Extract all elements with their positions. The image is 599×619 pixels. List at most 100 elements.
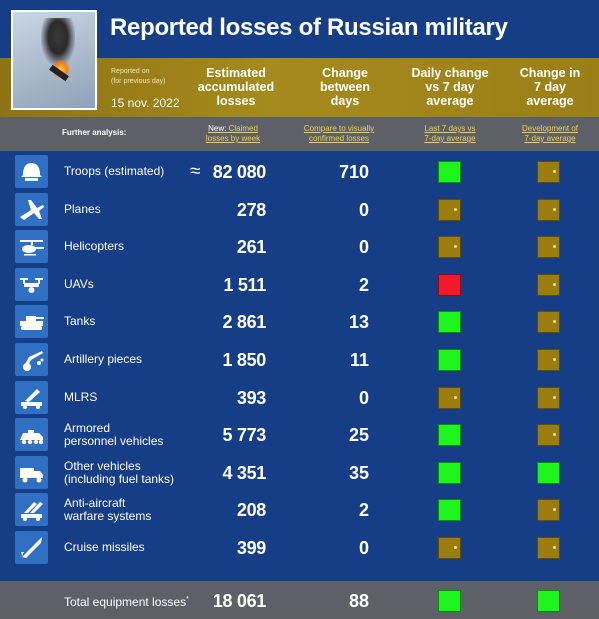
row-change: 35	[348, 462, 369, 483]
claimed-losses-link[interactable]: New: Claimed losses by week	[205, 124, 261, 143]
missile-icon	[15, 531, 48, 564]
column-header-estimated: Estimated accumulated losses	[197, 66, 275, 108]
daily-indicator	[438, 198, 461, 221]
row-label: Helicopters	[64, 239, 125, 254]
table-row: Armored personnel vehicles 5 773 25	[0, 416, 599, 454]
last-7-days-link[interactable]: Last 7 days vs 7-day average	[424, 124, 476, 143]
row-change: 0	[358, 538, 369, 558]
column-header-daily: Daily change vs 7 day average	[411, 66, 489, 108]
total-trend-indicator	[537, 590, 560, 612]
table-row: Cruise missiles 399 0	[0, 529, 599, 567]
trend-indicator	[537, 236, 560, 259]
daily-indicator	[438, 461, 461, 484]
trend-indicator	[537, 461, 560, 484]
column-header-band	[0, 58, 599, 117]
row-value: 278	[236, 199, 266, 220]
truck-icon	[15, 455, 48, 489]
row-label: MLRS	[64, 389, 98, 404]
trend-indicator	[537, 424, 560, 447]
row-value: 1 511	[223, 274, 266, 295]
trend-indicator	[537, 273, 560, 296]
row-label: UAVs	[64, 276, 94, 291]
compare-confirmed-link[interactable]: Compare to visually confirmed losses	[303, 124, 375, 143]
daily-indicator	[438, 349, 461, 371]
trend-indicator	[537, 349, 560, 371]
row-label: Troops (estimated)	[64, 164, 165, 178]
trend-indicator	[537, 537, 560, 559]
table-row: MLRS 393 0	[0, 379, 599, 417]
table-row: Troops (estimated) ≈82 080 710	[0, 153, 599, 191]
row-label: Armored personnel vehicles	[64, 421, 164, 449]
drone-icon	[15, 267, 48, 301]
daily-indicator	[438, 499, 461, 522]
row-change: 710	[338, 162, 369, 182]
page-title: Reported losses of Russian military	[110, 14, 508, 41]
row-change: 0	[358, 387, 369, 408]
table-row: Tanks 2 861 13	[0, 303, 599, 341]
row-value: 399	[236, 538, 266, 558]
table-row: Anti-aircraft warfare systems 208 2	[0, 491, 599, 529]
total-bar	[0, 581, 599, 619]
trend-indicator	[537, 198, 560, 221]
row-label: Tanks	[64, 314, 96, 329]
development-7-day-link[interactable]: Development of 7-day average	[521, 124, 579, 143]
daily-indicator	[438, 236, 461, 259]
trend-indicator	[537, 311, 560, 334]
total-label: Total equipment losses*	[64, 595, 189, 609]
row-change: 25	[348, 425, 369, 446]
row-change: 0	[358, 237, 369, 258]
total-row: Total equipment losses* 18 061 88	[0, 582, 599, 619]
row-value: 208	[236, 500, 266, 521]
helicopter-icon	[15, 230, 48, 264]
column-header-change7: Change in 7 day average	[519, 66, 581, 108]
artillery-icon	[15, 343, 48, 376]
row-value: 2 861	[222, 312, 266, 333]
total-change: 88	[348, 591, 369, 611]
table-row: Other vehicles (including fuel tanks) 4 35…	[0, 454, 599, 492]
table-row: Artillery pieces 1 850 11	[0, 341, 599, 379]
plane-icon	[15, 192, 48, 226]
apc-icon	[15, 418, 48, 452]
row-value: 261	[236, 237, 266, 258]
trend-indicator	[537, 386, 560, 409]
row-value: 5 773	[222, 425, 266, 446]
row-value: 1 850	[222, 350, 266, 370]
row-change: 2	[358, 274, 369, 295]
column-header-change: Change between days	[319, 66, 370, 108]
row-change: 0	[358, 199, 369, 220]
total-daily-indicator	[438, 590, 461, 612]
row-label: Artillery pieces	[64, 352, 143, 366]
row-value: 82 080	[212, 162, 267, 182]
row-change: 13	[348, 312, 369, 333]
row-label: Anti-aircraft warfare systems	[64, 496, 152, 524]
report-date: 15 nov. 2022	[111, 96, 180, 110]
table-row: Planes 278 0	[0, 191, 599, 229]
row-value: 4 351	[222, 462, 266, 483]
daily-indicator	[438, 537, 461, 559]
row-value: 393	[236, 387, 266, 408]
daily-indicator	[438, 161, 461, 183]
mlrs-icon	[15, 380, 48, 414]
analysis-bar	[0, 117, 599, 151]
row-change: 2	[358, 500, 369, 521]
helmet-icon	[15, 155, 48, 188]
trend-indicator	[537, 499, 560, 522]
daily-indicator	[438, 386, 461, 409]
trend-indicator	[537, 161, 560, 183]
row-label: Planes	[64, 201, 101, 216]
daily-indicator	[438, 311, 461, 334]
total-value: 18 061	[212, 591, 267, 611]
row-change: 11	[349, 350, 369, 370]
table-row: UAVs 1 511 2	[0, 266, 599, 304]
header-bar	[0, 0, 599, 58]
header-photo	[11, 10, 97, 110]
anti-aircraft-icon	[15, 493, 48, 527]
table-row: Helicopters 261 0	[0, 228, 599, 266]
row-label: Other vehicles (including fuel tanks)	[64, 458, 175, 486]
approx-symbol: ≈	[190, 161, 201, 182]
row-label: Cruise missiles	[64, 540, 145, 554]
daily-indicator	[438, 424, 461, 447]
reported-on-label: Reported on (for previous day)	[111, 68, 166, 85]
daily-indicator	[438, 273, 461, 296]
tank-icon	[15, 305, 48, 339]
